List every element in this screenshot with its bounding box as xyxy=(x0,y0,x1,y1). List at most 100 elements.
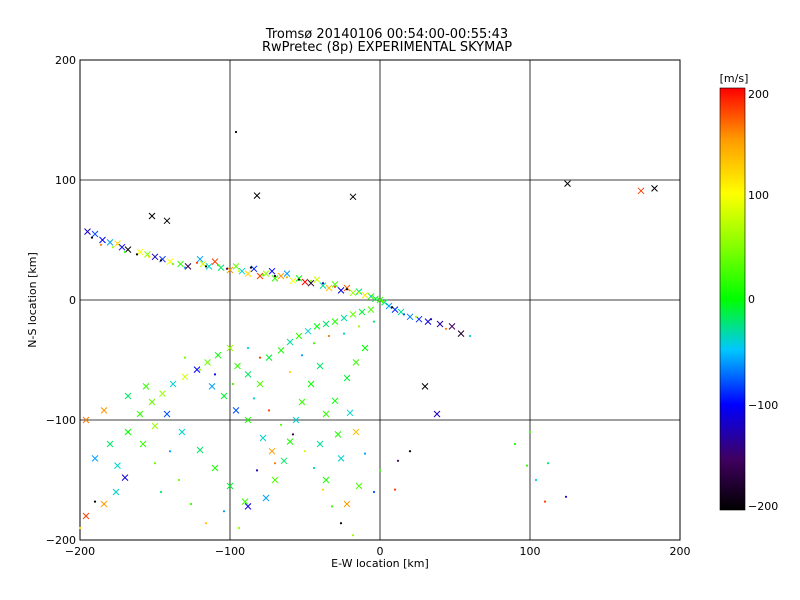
data-point-x-marker xyxy=(214,351,222,359)
colorbar-tick-label: 200 xyxy=(748,88,769,101)
data-point-x-marker xyxy=(136,410,144,418)
y-tick-label: 200 xyxy=(55,54,76,67)
data-point-dot-marker xyxy=(204,522,208,525)
data-point-x-marker xyxy=(334,431,342,438)
data-point-x-marker xyxy=(114,462,121,469)
colorbar-tick-label: 100 xyxy=(748,189,769,202)
data-point-x-marker xyxy=(406,313,414,321)
data-point-x-marker xyxy=(114,240,121,247)
data-point-x-marker xyxy=(433,410,441,418)
x-axis-title: E-W location [km] xyxy=(331,557,429,570)
data-point-x-marker xyxy=(169,380,177,388)
data-point-x-marker xyxy=(325,284,333,292)
y-tick-label: −200 xyxy=(46,534,76,547)
data-point-dot-marker xyxy=(123,250,127,254)
data-point-x-marker xyxy=(204,359,211,366)
data-point-x-marker xyxy=(331,281,339,288)
data-point-x-marker xyxy=(163,217,171,225)
data-point-dot-marker xyxy=(216,264,220,267)
data-point-dot-marker xyxy=(300,354,304,357)
data-point-dot-marker xyxy=(429,318,433,321)
data-point-x-marker xyxy=(331,318,339,325)
data-point-x-marker xyxy=(234,362,241,370)
chart-subtitle: RwPretec (8p) EXPERIMENTAL SKYMAP xyxy=(262,40,512,55)
data-point-dot-marker xyxy=(99,243,103,246)
data-point-dot-marker xyxy=(339,522,343,525)
data-point-dot-marker xyxy=(147,255,151,258)
data-point-dot-marker xyxy=(225,267,229,270)
data-point-dot-marker xyxy=(258,356,262,359)
x-tick-label: −100 xyxy=(215,545,245,558)
data-point-x-marker xyxy=(159,390,166,397)
data-point-x-marker xyxy=(241,498,249,505)
data-point-x-marker xyxy=(355,482,363,490)
data-point-dot-marker xyxy=(249,266,253,269)
data-point-dot-marker xyxy=(183,266,187,269)
data-point-dot-marker xyxy=(231,382,235,386)
colorbar-scale xyxy=(719,87,746,511)
data-point-x-marker xyxy=(322,476,330,484)
data-point-x-marker xyxy=(286,338,294,346)
data-point-x-marker xyxy=(352,428,360,436)
data-point-x-marker xyxy=(177,260,184,268)
data-point-x-marker xyxy=(376,296,384,304)
data-point-dot-marker xyxy=(297,278,301,281)
data-point-x-marker xyxy=(319,282,327,289)
data-point-x-marker xyxy=(205,263,213,270)
data-point-x-marker xyxy=(307,380,315,388)
data-point-x-marker xyxy=(337,455,345,462)
data-point-x-marker xyxy=(220,392,228,400)
data-point-dot-marker xyxy=(381,300,385,303)
data-point-dot-marker xyxy=(357,291,361,294)
data-point-x-marker xyxy=(181,373,189,381)
data-point-x-marker xyxy=(139,440,147,448)
data-point-dot-marker xyxy=(255,469,259,472)
data-point-x-marker xyxy=(226,482,234,490)
data-point-dot-marker xyxy=(177,478,181,482)
data-point-dot-marker xyxy=(351,534,355,537)
data-point-x-marker xyxy=(82,512,90,520)
y-axis-title: N-S location [km] xyxy=(26,252,39,348)
data-point-dot-marker xyxy=(189,502,193,506)
data-point-x-marker xyxy=(208,383,216,390)
data-point-dot-marker xyxy=(330,505,334,508)
y-tick-labels: 200 100 0 −100 −200 xyxy=(46,54,76,547)
data-point-dot-marker xyxy=(237,526,241,530)
data-point-x-marker xyxy=(337,287,345,294)
data-point-dot-marker xyxy=(159,490,163,494)
data-point-x-marker xyxy=(295,332,303,340)
data-point-x-marker xyxy=(268,447,276,455)
colorbar-tick-label: −100 xyxy=(748,399,778,412)
colorbar-unit-label: [m/s] xyxy=(720,72,749,85)
data-point-dot-marker xyxy=(171,262,175,266)
data-point-x-marker xyxy=(271,476,279,484)
data-point-x-marker xyxy=(82,416,90,424)
data-point-dot-marker xyxy=(312,342,316,345)
data-point-dot-marker xyxy=(273,274,277,278)
data-point-dot-marker xyxy=(291,433,295,436)
data-point-dot-marker xyxy=(273,462,277,465)
data-point-x-marker xyxy=(280,457,288,465)
data-point-x-marker xyxy=(322,320,330,328)
data-point-dot-marker xyxy=(234,130,238,134)
data-point-x-marker xyxy=(283,270,291,277)
data-point-x-marker xyxy=(322,410,330,418)
data-point-dot-marker xyxy=(267,409,271,412)
data-point-x-marker xyxy=(343,500,351,508)
data-point-x-marker xyxy=(106,440,114,448)
data-point-x-marker xyxy=(211,258,219,265)
data-point-x-marker xyxy=(256,380,264,388)
data-point-dot-marker xyxy=(357,325,361,328)
data-point-x-marker xyxy=(196,255,204,263)
data-point-x-marker xyxy=(262,270,270,277)
data-point-x-marker xyxy=(349,289,357,297)
data-point-dot-marker xyxy=(90,236,94,239)
data-point-dot-marker xyxy=(168,450,172,453)
data-point-dot-marker xyxy=(111,246,115,249)
data-point-x-marker xyxy=(651,185,658,192)
data-point-dot-marker xyxy=(372,320,376,323)
data-point-x-marker xyxy=(148,398,156,406)
data-point-dot-marker xyxy=(345,288,349,291)
data-point-x-marker xyxy=(193,366,201,373)
